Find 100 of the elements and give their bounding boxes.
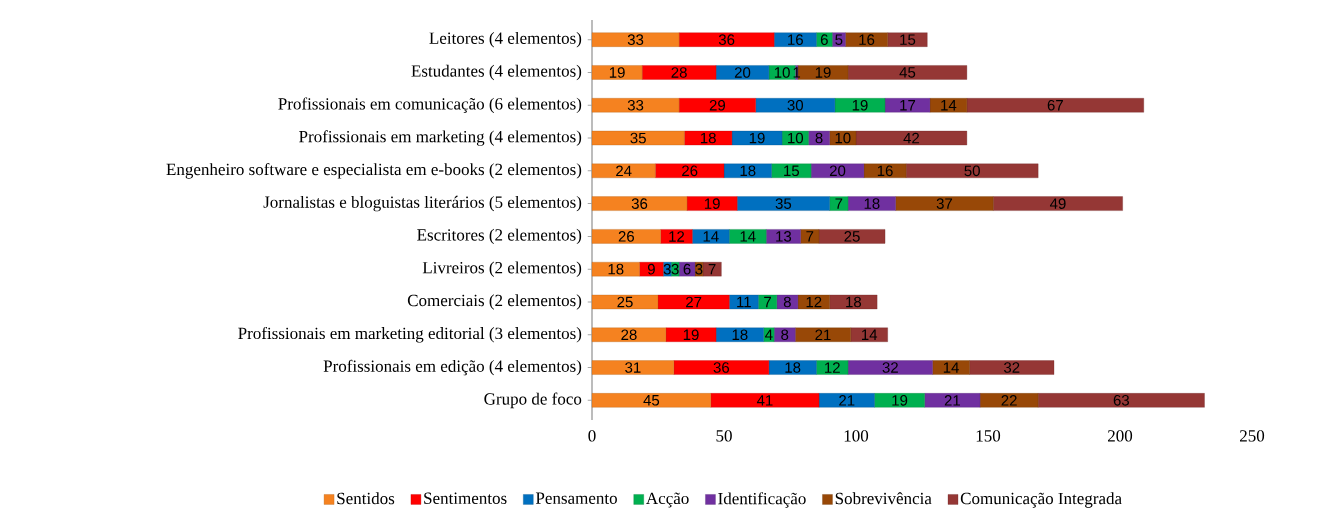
data-label: 8 <box>783 296 791 308</box>
y-tick-label: Leitores (4 elementos) <box>429 31 582 48</box>
bar <box>678 262 696 277</box>
data-label: 42 <box>903 132 920 144</box>
bar <box>966 98 1144 113</box>
data-label: 27 <box>686 296 702 308</box>
bar <box>829 130 857 146</box>
data-label: 67 <box>1047 99 1063 111</box>
data-label: 33 <box>627 99 644 111</box>
bar <box>591 327 667 342</box>
legend-label: Pensamento <box>535 492 617 504</box>
bar <box>932 360 970 375</box>
data-label: 20 <box>829 165 846 177</box>
data-label: 21 <box>944 395 960 406</box>
data-label: 14 <box>740 231 756 242</box>
bar <box>774 327 796 342</box>
bar <box>850 327 888 342</box>
legend-label: Acção <box>646 492 689 508</box>
bar <box>979 393 1039 408</box>
data-label: 12 <box>806 296 822 308</box>
bar <box>591 393 711 408</box>
bar <box>715 327 764 342</box>
bar <box>847 196 896 211</box>
data-label: 18 <box>846 296 862 308</box>
y-tick-label: Engenheiro software e especialista em e-books (2 elementos) <box>166 163 582 179</box>
bar <box>818 393 875 408</box>
data-label: 26 <box>618 231 635 242</box>
data-label: 3 <box>695 263 703 275</box>
data-label: 31 <box>625 362 641 373</box>
data-label: 32 <box>1003 362 1020 373</box>
bar <box>874 393 925 408</box>
legend-label: Identificação <box>718 492 806 508</box>
data-label: 10 <box>788 132 804 144</box>
bar <box>702 262 722 277</box>
bar <box>715 65 770 80</box>
data-label: 50 <box>964 165 980 177</box>
data-label: 19 <box>683 329 699 341</box>
bar <box>863 163 907 178</box>
data-label: 26 <box>682 165 698 177</box>
data-label: 19 <box>704 198 720 209</box>
bar <box>887 32 928 47</box>
bar <box>993 196 1123 211</box>
bar <box>710 393 820 408</box>
data-label: 19 <box>852 99 868 111</box>
y-tick-label: Estudantes (4 elementos) <box>411 64 582 81</box>
bar <box>678 98 756 113</box>
data-label: 17 <box>900 100 916 111</box>
y-tick-label: Livreiros (2 elementos) <box>422 261 582 277</box>
data-label: 15 <box>900 34 916 45</box>
data-label: 4 <box>765 329 773 340</box>
bar <box>816 32 833 47</box>
data-label: 41 <box>756 395 773 406</box>
bar <box>692 229 730 244</box>
data-label: 35 <box>630 132 646 144</box>
y-tick-label: Comerciais (2 elementos) <box>407 294 582 310</box>
data-label: 21 <box>815 329 831 340</box>
bar <box>591 130 685 146</box>
data-label: 7 <box>764 296 771 308</box>
data-label: 18 <box>732 329 748 341</box>
bar <box>737 196 830 211</box>
bar <box>845 32 888 47</box>
bar <box>660 229 693 244</box>
bar <box>797 294 830 310</box>
data-label: 14 <box>703 231 719 242</box>
data-label: 7 <box>708 264 716 275</box>
bar <box>673 360 770 375</box>
bar <box>591 98 680 113</box>
bar <box>591 360 674 375</box>
data-label: 36 <box>718 34 735 45</box>
data-label: 30 <box>787 99 804 111</box>
data-label: 16 <box>788 34 803 45</box>
x-tick-label: 100 <box>844 430 869 442</box>
data-label: 29 <box>709 99 726 111</box>
data-label: 12 <box>669 231 685 242</box>
data-label: 36 <box>631 198 648 209</box>
bar <box>800 229 820 244</box>
bar <box>758 294 777 310</box>
bar <box>1038 393 1205 408</box>
bar <box>808 130 830 146</box>
data-label: 45 <box>643 395 660 406</box>
bar <box>816 360 849 375</box>
data-label: 18 <box>700 132 716 144</box>
bar <box>657 294 730 310</box>
data-label: 25 <box>617 296 633 308</box>
data-label: 16 <box>877 165 893 177</box>
x-tick-label: 50 <box>716 430 732 442</box>
bar <box>684 130 733 146</box>
data-label: 15 <box>784 165 800 177</box>
bar <box>591 229 661 244</box>
data-label: 19 <box>609 67 625 78</box>
bar <box>847 360 933 375</box>
data-label: 3 <box>671 263 679 275</box>
bar <box>639 262 664 277</box>
legend-label: Sobrevivência <box>835 492 932 505</box>
data-label: 7 <box>835 198 843 209</box>
bar <box>895 196 994 211</box>
bar <box>591 163 656 178</box>
data-label: 20 <box>734 67 751 78</box>
bar <box>755 98 836 113</box>
data-label: 18 <box>740 165 756 177</box>
